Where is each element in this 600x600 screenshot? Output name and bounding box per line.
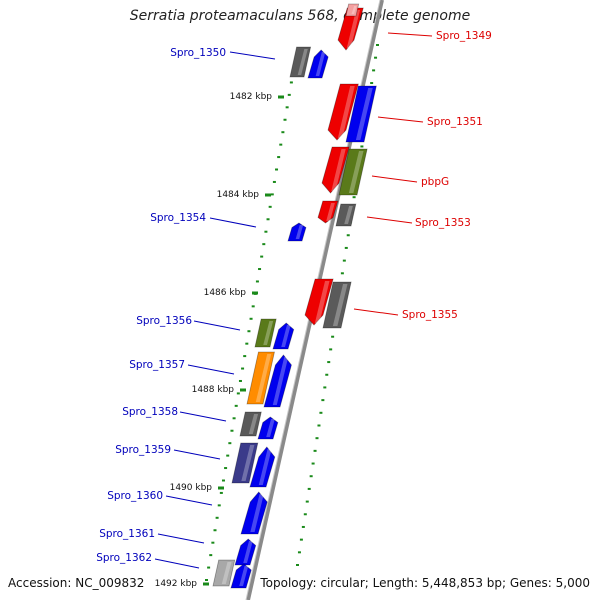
gene-spro-1349-fade	[345, 3, 360, 17]
kbp-label: 1486 kbp	[204, 288, 247, 298]
kbp-label: 1490 kbp	[170, 483, 213, 493]
map-title: Serratia proteamaculans 568, complete ge…	[129, 8, 471, 24]
gene-label-pbpg: pbpG	[421, 176, 449, 188]
label-leader	[353, 308, 399, 316]
accession-text: Accession: NC_009832	[8, 576, 145, 590]
gene-spro-1353-shine	[326, 203, 335, 221]
label-leader	[173, 449, 221, 460]
gene-spro-1353-gray	[335, 203, 357, 227]
gene-spro-1354-shine	[295, 225, 304, 239]
gene-label-spro-1349: Spro_1349	[436, 30, 492, 42]
label-leader	[157, 533, 205, 544]
gene-label-spro-1361: Spro_1361	[99, 528, 155, 540]
label-leader	[187, 364, 235, 375]
gene-label-spro-1356: Spro_1356	[136, 315, 192, 327]
gene-spro-1349-fade-shine	[351, 6, 357, 14]
gene-spro-1362-shine	[239, 566, 249, 586]
gene-spro-1352-shine	[331, 149, 346, 191]
label-leader	[193, 320, 241, 331]
gene-spro-1351-blue	[345, 85, 377, 143]
gene-spro-1350-shine	[315, 52, 326, 76]
gene-spro-1349-shine	[346, 10, 361, 48]
gene-spro-1361	[234, 538, 257, 566]
gene-spro-1355-gray-shine	[332, 284, 348, 326]
gene-label-spro-1358: Spro_1358	[122, 406, 178, 418]
gene-spro-1355	[304, 278, 334, 326]
gene-spro-1356	[272, 322, 295, 350]
gene-spro-1355-shine	[314, 281, 330, 323]
gene-spro-1355-gray	[322, 281, 352, 329]
gene-label-spro-1350: Spro_1350	[170, 47, 226, 59]
gene-spro-1352-olive	[338, 148, 368, 196]
gene-label-spro-1351: Spro_1351	[427, 116, 483, 128]
gene-spro-1350-gray-shine	[297, 49, 308, 75]
gene-spro-1358-gray-shine	[248, 414, 259, 434]
gene-spro-1351-shine	[337, 86, 355, 138]
gene-spro-1356-shine	[281, 325, 291, 347]
gene-label-spro-1353: Spro_1353	[415, 217, 471, 229]
gene-spro-1357-orange	[246, 351, 275, 405]
gene-spro-1352-olive-shine	[348, 151, 364, 193]
gene-spro-1359-purple-shine	[241, 445, 255, 481]
gene-spro-1350	[307, 49, 329, 79]
gene-spro-1360	[240, 491, 268, 535]
gene-spro-1354	[287, 222, 307, 242]
gene-spro-1362-gray-shine	[221, 562, 232, 584]
kbp-label: 1484 kbp	[217, 190, 260, 200]
gene-spro-1353-gray-shine	[344, 206, 353, 224]
kbp-label: 1492 kbp	[155, 579, 198, 589]
label-leader	[366, 216, 413, 224]
gene-label-spro-1357: Spro_1357	[129, 359, 185, 371]
gene-spro-1360-shine	[250, 494, 264, 532]
gene-spro-1357-orange-shine	[255, 354, 272, 402]
gene-spro-1349	[337, 7, 364, 51]
gene-spro-1350-gray	[289, 46, 312, 78]
label-leader	[179, 411, 227, 422]
gene-spro-1362	[230, 563, 252, 589]
gene-spro-1351	[327, 83, 359, 141]
label-leader	[387, 32, 433, 37]
label-leader	[371, 175, 418, 183]
label-leader	[209, 217, 257, 228]
gene-spro-1359-purple	[231, 442, 259, 484]
label-leader	[165, 495, 213, 506]
kbp-label: 1488 kbp	[192, 385, 235, 395]
gene-spro-1361-shine	[243, 541, 253, 563]
gene-spro-1359	[249, 446, 276, 488]
gene-label-spro-1362: Spro_1362	[96, 552, 152, 564]
gene-spro-1353	[317, 200, 339, 224]
gene-spro-1351-blue-shine	[355, 88, 373, 140]
gene-spro-1357-shine	[272, 357, 289, 405]
gene-spro-1356-olive-shine	[263, 321, 274, 345]
kbp-label: 1482 kbp	[230, 92, 273, 102]
label-leader	[377, 116, 424, 123]
topology-text: Topology: circular; Length: 5,448,853 bp…	[260, 576, 590, 590]
gene-spro-1352	[321, 146, 350, 194]
gene-spro-1358-gray	[239, 411, 262, 437]
gene-spro-1357	[263, 354, 292, 408]
label-leader	[229, 51, 276, 60]
gene-label-spro-1360: Spro_1360	[107, 490, 163, 502]
label-leader	[154, 558, 200, 569]
gene-label-spro-1359: Spro_1359	[115, 444, 171, 456]
gene-label-spro-1355: Spro_1355	[402, 309, 458, 321]
gene-spro-1358-shine	[266, 419, 275, 437]
gene-spro-1359-shine	[258, 449, 272, 485]
gene-spro-1362-gray	[212, 559, 236, 587]
gene-label-spro-1354: Spro_1354	[150, 212, 206, 224]
gene-spro-1356-olive	[254, 318, 277, 348]
gene-spro-1358	[257, 416, 279, 440]
